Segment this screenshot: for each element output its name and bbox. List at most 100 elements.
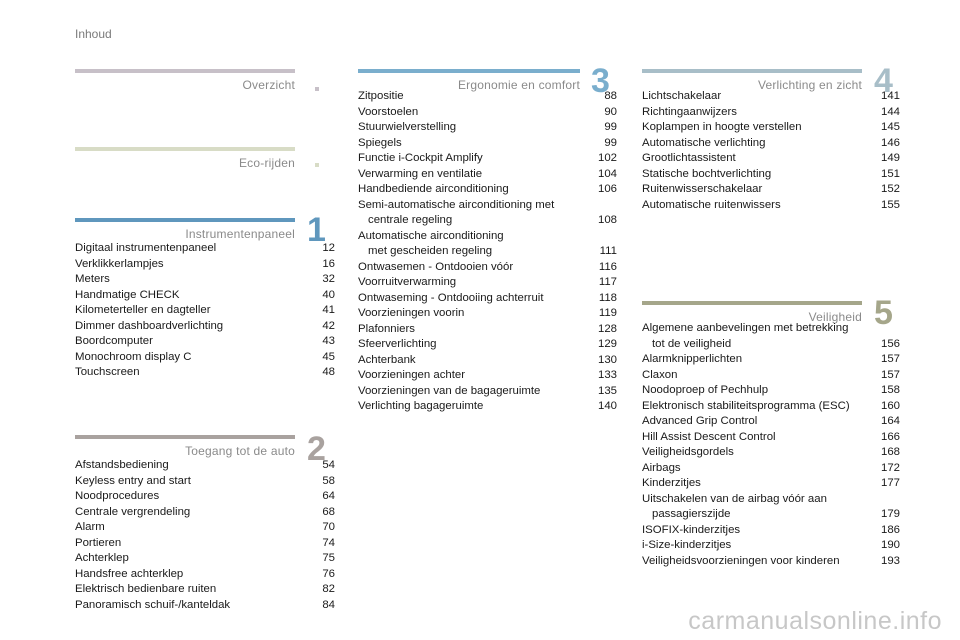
- toc-entry[interactable]: Veiligheidsgordels 168: [642, 445, 900, 461]
- toc-entry[interactable]: Plafonniers 128: [358, 322, 617, 338]
- toc-entry[interactable]: Verwarming en ventilatie 104: [358, 167, 617, 183]
- toc-entry[interactable]: Algemene aanbevelingen met betrekking tot…: [642, 321, 900, 352]
- toc-entry[interactable]: Automatische verlichting 146: [642, 136, 900, 152]
- toc-entry[interactable]: Statische bochtverlichting 151: [642, 167, 900, 183]
- toc-page-number: 102: [597, 152, 617, 164]
- toc-entry[interactable]: Achterbank 130: [358, 353, 617, 369]
- toc-page-number: 64: [322, 490, 335, 502]
- toc-entry[interactable]: Advanced Grip Control 164: [642, 414, 900, 430]
- toc-page-number: 144: [880, 105, 900, 118]
- toc-entry[interactable]: Alarmknipperlichten 157: [642, 352, 900, 368]
- toc-entry-label: Semi-automatische airconditioning met: [358, 198, 555, 211]
- toc-page-number: 99: [604, 121, 617, 133]
- toc-page-number: 141: [880, 90, 900, 102]
- toc-entry[interactable]: Panoramisch schuif-/kanteldak 84: [75, 598, 335, 614]
- toc-entry[interactable]: Touchscreen 48: [75, 365, 335, 381]
- toc-entry[interactable]: Digitaal instrumentenpaneel 12: [75, 241, 335, 257]
- toc-entry[interactable]: Automatische airconditioning met gescheid…: [358, 229, 617, 260]
- toc-entry[interactable]: Centrale vergrendeling 68: [75, 505, 335, 521]
- toc-entry[interactable]: Dimmer dashboardverlichting 42: [75, 319, 335, 335]
- toc-entry[interactable]: Handmatige CHECK 40: [75, 288, 335, 304]
- toc-page-number: 119: [598, 307, 617, 319]
- toc-entry[interactable]: Grootlichtassistent 149: [642, 151, 900, 167]
- toc-page-number: 164: [880, 415, 900, 427]
- toc-list: Afstandsbediening 54 Keyless entry and sta…: [75, 458, 335, 613]
- toc-entry[interactable]: i-Size-kinderzitjes 190: [642, 538, 900, 554]
- toc-entry[interactable]: Hill Assist Descent Control 166: [642, 430, 900, 446]
- toc-entry-label: Ontwaseming - Ontdooiing achterruit: [358, 291, 544, 304]
- toc-entry[interactable]: Automatische ruitenwissers 155: [642, 198, 900, 214]
- toc-entry[interactable]: Kinderzitjes 177: [642, 476, 900, 492]
- toc-entry[interactable]: Meters 32: [75, 272, 335, 288]
- toc-entry[interactable]: Voorruitverwarming 117: [358, 275, 617, 291]
- toc-entry[interactable]: Keyless entry and start 58: [75, 474, 335, 490]
- toc-entry[interactable]: Voorstoelen 90: [358, 105, 617, 121]
- toc-entry[interactable]: Monochroom display C 45: [75, 350, 335, 366]
- toc-entry[interactable]: Stuurwielverstelling 99: [358, 120, 617, 136]
- toc-page-number: 157: [880, 368, 900, 381]
- section-number: 4: [874, 62, 893, 100]
- toc-entry[interactable]: Achterklep 75: [75, 551, 335, 567]
- toc-entry-label: Achterbank: [358, 353, 416, 366]
- toc-entry[interactable]: Lichtschakelaar 141: [642, 89, 900, 105]
- toc-entry[interactable]: ISOFIX-kinderzitjes 186: [642, 523, 900, 539]
- toc-entry[interactable]: Noodoproep of Pechhulp 158: [642, 383, 900, 399]
- toc-entry-label: Portieren: [75, 536, 122, 549]
- toc-entry[interactable]: Uitschakelen van de airbag vóór aan passa…: [642, 492, 900, 523]
- toc-entry[interactable]: Functie i-Cockpit Amplify 102: [358, 151, 617, 167]
- toc-entry[interactable]: Verklikkerlampjes 16: [75, 257, 335, 273]
- toc-entry[interactable]: Zitpositie 88: [358, 89, 617, 105]
- toc-entry[interactable]: Sfeerverlichting 129: [358, 337, 617, 353]
- toc-page-number: 156: [880, 337, 900, 350]
- toc-page-number: 140: [597, 400, 617, 412]
- toc-entry[interactable]: Veiligheidsvoorzieningen voor kinderen 19…: [642, 554, 900, 570]
- toc-entry-label: Sfeerverlichting: [358, 338, 437, 350]
- toc-entry-label: Verlichting bagageruimte: [358, 400, 484, 412]
- toc-page-number: 145: [880, 121, 900, 133]
- toc-entry[interactable]: Verlichting bagageruimte 140: [358, 399, 617, 415]
- toc-entry[interactable]: Ontwaseming - Ontdooiing achterruit 118: [358, 291, 617, 307]
- toc-entry[interactable]: Afstandsbediening 54: [75, 458, 335, 474]
- toc-entry-label: Stuurwielverstelling: [358, 121, 457, 133]
- toc-entry[interactable]: Semi-automatische airconditioning met cen…: [358, 198, 617, 229]
- toc-entry-label: i-Size-kinderzitjes: [642, 539, 732, 551]
- toc-entry[interactable]: Elektronisch stabiliteitsprogramma (ESC)…: [642, 399, 900, 415]
- toc-entry-label: Airbags: [642, 461, 681, 474]
- toc-entry[interactable]: Boordcomputer 43: [75, 334, 335, 350]
- toc-entry[interactable]: Voorzieningen voorin 119: [358, 306, 617, 322]
- toc-entry[interactable]: Spiegels 99: [358, 136, 617, 152]
- toc-entry[interactable]: Noodprocedures 64: [75, 489, 335, 505]
- toc-entry-label: Claxon: [642, 368, 678, 381]
- toc-entry-label: Ontwasemen - Ontdooien vóór: [358, 260, 514, 273]
- toc-entry-label: Keyless entry and start: [75, 474, 191, 487]
- section-overzicht: Overzicht: [75, 69, 295, 92]
- toc-entry[interactable]: Handsfree achterklep 76: [75, 567, 335, 583]
- toc-entry[interactable]: Handbediende airconditioning 106: [358, 182, 617, 198]
- toc-entry-label: Voorzieningen achter: [358, 369, 466, 381]
- toc-page-number: 190: [880, 539, 900, 551]
- toc-entry[interactable]: Ontwasemen - Ontdooien vóór 116: [358, 260, 617, 276]
- toc-page-number: 186: [880, 523, 900, 536]
- toc-entry[interactable]: Koplampen in hoogte verstellen 145: [642, 120, 900, 136]
- toc-entry-label: Voorruitverwarming: [358, 276, 457, 288]
- toc-page-number: 118: [598, 291, 617, 304]
- toc-entry[interactable]: Alarm 70: [75, 520, 335, 536]
- toc-page-number: 99: [604, 136, 617, 149]
- toc-entry-label-continued: tot de veiligheid: [652, 337, 732, 350]
- toc-page-number: 157: [880, 353, 900, 365]
- toc-entry[interactable]: Richtingaanwijzers 144: [642, 105, 900, 121]
- toc-entry-label: Automatische verlichting: [642, 136, 766, 149]
- toc-entry[interactable]: Voorzieningen achter 133: [358, 368, 617, 384]
- toc-page-number: 76: [322, 567, 335, 580]
- toc-entry[interactable]: Elektrisch bedienbare ruiten 82: [75, 582, 335, 598]
- toc-entry[interactable]: Kilometerteller en dagteller 41: [75, 303, 335, 319]
- toc-entry[interactable]: Claxon 157: [642, 368, 900, 384]
- toc-page-number: 158: [880, 384, 900, 396]
- section-bar: [358, 69, 580, 73]
- toc-entry[interactable]: Voorzieningen van de bagageruimte 135: [358, 384, 617, 400]
- toc-entry-label: Plafonniers: [358, 322, 415, 335]
- toc-entry[interactable]: Ruitenwisserschakelaar 152: [642, 182, 900, 198]
- toc-entry[interactable]: Portieren 74: [75, 536, 335, 552]
- toc-entry-label: Alarm: [75, 521, 105, 533]
- toc-entry[interactable]: Airbags 172: [642, 461, 900, 477]
